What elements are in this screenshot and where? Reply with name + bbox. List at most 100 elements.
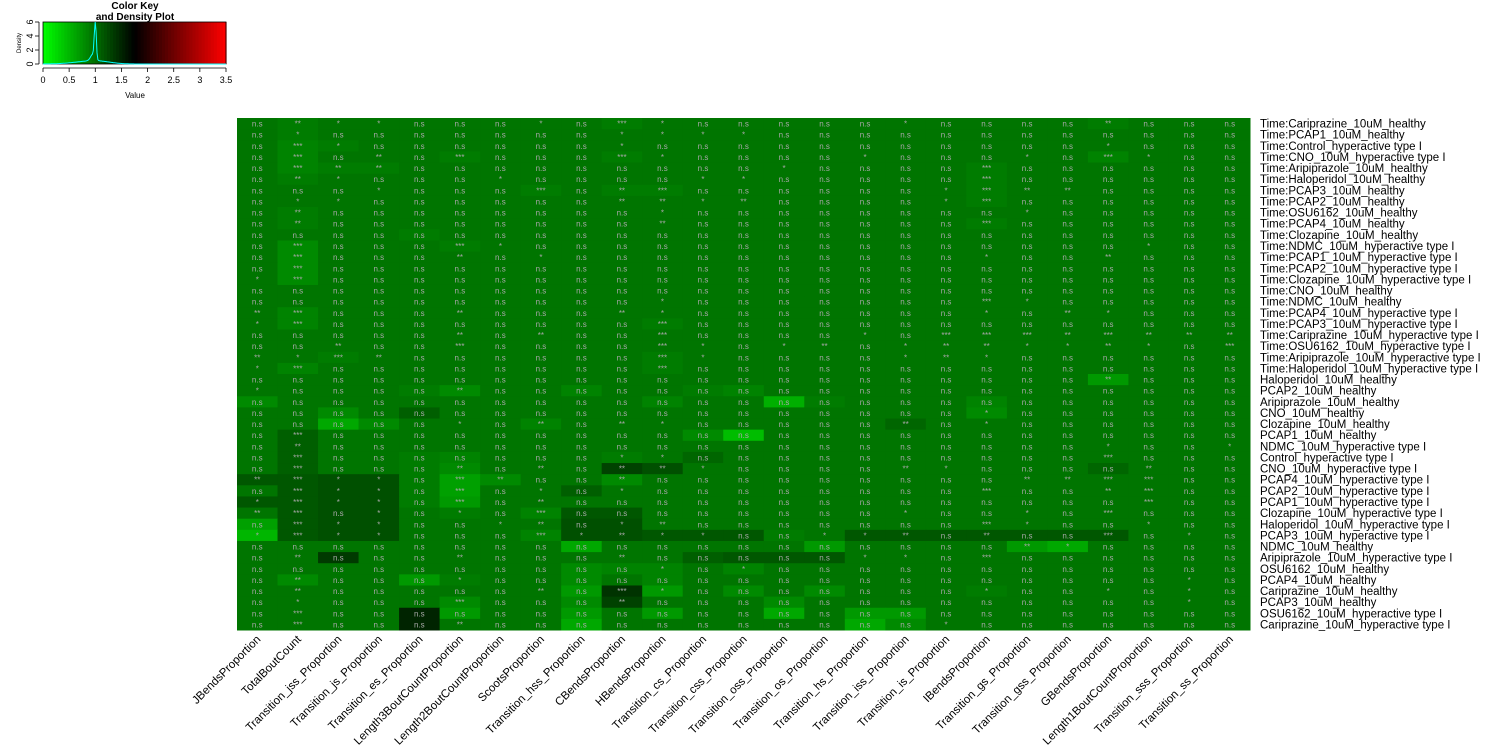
heatmap-cell xyxy=(439,418,481,431)
cell-significance-label: * xyxy=(539,253,542,262)
heatmap-cell xyxy=(1047,507,1089,520)
heatmap-cell xyxy=(885,540,927,553)
cell-significance-label: n.s xyxy=(1062,197,1073,206)
heatmap-cell xyxy=(844,429,886,442)
cell-significance-label: n.s xyxy=(1062,142,1073,151)
cell-significance-label: n.s xyxy=(495,587,506,596)
heatmap-cell xyxy=(642,463,684,475)
heatmap-cell xyxy=(399,618,441,631)
heatmap-cell xyxy=(480,607,522,620)
color-key-swatch xyxy=(79,22,84,64)
cell-significance-label: n.s xyxy=(455,431,466,440)
cell-significance-label: n.s xyxy=(373,320,384,329)
heatmap-cell xyxy=(399,362,441,375)
heatmap-cell xyxy=(439,563,481,575)
cell-significance-label: n.s xyxy=(860,498,871,507)
heatmap-cell xyxy=(1047,463,1089,475)
heatmap-cell xyxy=(277,529,319,542)
cell-significance-label: n.s xyxy=(576,275,587,284)
heatmap-cell xyxy=(439,574,481,586)
heatmap-cell xyxy=(399,574,441,586)
heatmap-cell xyxy=(844,474,886,486)
heatmap-cell xyxy=(804,118,846,130)
column-label: JBendsProportion xyxy=(190,634,263,707)
cell-significance-label: n.s xyxy=(819,197,830,206)
cell-significance-label: n.s xyxy=(1022,231,1033,240)
heatmap-cell xyxy=(520,463,562,475)
heatmap-cell xyxy=(1209,507,1251,520)
cell-significance-label: n.s xyxy=(617,376,628,385)
heatmap-cell xyxy=(885,585,927,598)
cell-significance-label: n.s xyxy=(252,331,263,340)
cell-significance-label: n.s xyxy=(698,287,709,296)
heatmap-cell xyxy=(1047,284,1089,297)
heatmap-cell xyxy=(682,496,724,509)
heatmap-cell xyxy=(642,596,684,609)
cell-significance-label: n.s xyxy=(292,186,303,195)
heatmap-cell xyxy=(925,574,967,586)
heatmap-cell xyxy=(277,374,319,386)
cell-significance-label: n.s xyxy=(779,531,790,540)
heatmap-cell xyxy=(925,184,967,197)
cell-significance-label: n.s xyxy=(414,565,425,574)
cell-significance-label: n.s xyxy=(1184,209,1195,218)
cell-significance-label: ** xyxy=(1065,331,1071,340)
heatmap-cell xyxy=(723,195,765,208)
cell-significance-label: n.s xyxy=(1143,264,1154,273)
heatmap-cell xyxy=(1006,485,1048,497)
cell-significance-label: ** xyxy=(376,164,382,173)
heatmap-cell xyxy=(1168,140,1210,152)
heatmap-cell xyxy=(237,195,279,208)
cell-significance-label: n.s xyxy=(819,409,830,418)
cell-significance-label: n.s xyxy=(1224,565,1235,574)
heatmap-cell xyxy=(925,518,967,531)
heatmap-cell xyxy=(1209,296,1251,308)
heatmap-cell xyxy=(277,485,319,497)
cell-significance-label: * xyxy=(1026,509,1029,518)
cell-significance-label: n.s xyxy=(333,242,344,251)
cell-significance-label: n.s xyxy=(1184,409,1195,418)
cell-significance-label: n.s xyxy=(576,197,587,206)
cell-significance-label: n.s xyxy=(414,131,425,140)
cell-significance-label: n.s xyxy=(252,409,263,418)
heatmap-cell xyxy=(966,262,1008,275)
heatmap-cell xyxy=(844,218,886,230)
cell-significance-label: *** xyxy=(293,476,302,485)
cell-significance-label: n.s xyxy=(373,220,384,229)
color-key-swatch xyxy=(165,22,169,64)
heatmap-cell xyxy=(277,229,319,241)
heatmap-cell xyxy=(723,440,765,453)
heatmap-cell xyxy=(439,307,481,319)
heatmap-cell xyxy=(1209,396,1251,408)
row-label: Cariprazine_10uM_healthy xyxy=(1260,586,1398,598)
cell-significance-label: n.s xyxy=(698,554,709,563)
heatmap-cell xyxy=(561,540,603,553)
heatmap-cell xyxy=(1209,318,1251,330)
heatmap-cell xyxy=(1087,229,1129,241)
heatmap-cell xyxy=(601,118,643,130)
cell-significance-label: ** xyxy=(619,197,625,206)
heatmap-cell xyxy=(1006,129,1048,141)
cell-significance-label: n.s xyxy=(1143,197,1154,206)
heatmap-cell xyxy=(723,151,765,164)
cell-significance-label: n.s xyxy=(1022,398,1033,407)
heatmap-cell xyxy=(399,307,441,319)
heatmap-cell xyxy=(844,507,886,520)
heatmap-cell xyxy=(601,529,643,542)
cell-significance-label: n.s xyxy=(819,142,830,151)
heatmap-cell xyxy=(399,507,441,520)
cell-significance-label: ** xyxy=(457,331,463,340)
heatmap-cell xyxy=(925,351,967,364)
cell-significance-label: * xyxy=(661,531,664,540)
heatmap-cell xyxy=(763,240,805,253)
cell-significance-label: n.s xyxy=(819,364,830,373)
cell-significance-label: n.s xyxy=(819,131,830,140)
heatmap-cell xyxy=(318,184,360,197)
cell-significance-label: * xyxy=(256,498,259,507)
cell-significance-label: n.s xyxy=(1184,476,1195,485)
cell-significance-label: n.s xyxy=(779,331,790,340)
heatmap-cell xyxy=(480,140,522,152)
cell-significance-label: n.s xyxy=(941,287,952,296)
column-label: CBendsProportion xyxy=(553,634,628,709)
heatmap-cell xyxy=(885,507,927,520)
